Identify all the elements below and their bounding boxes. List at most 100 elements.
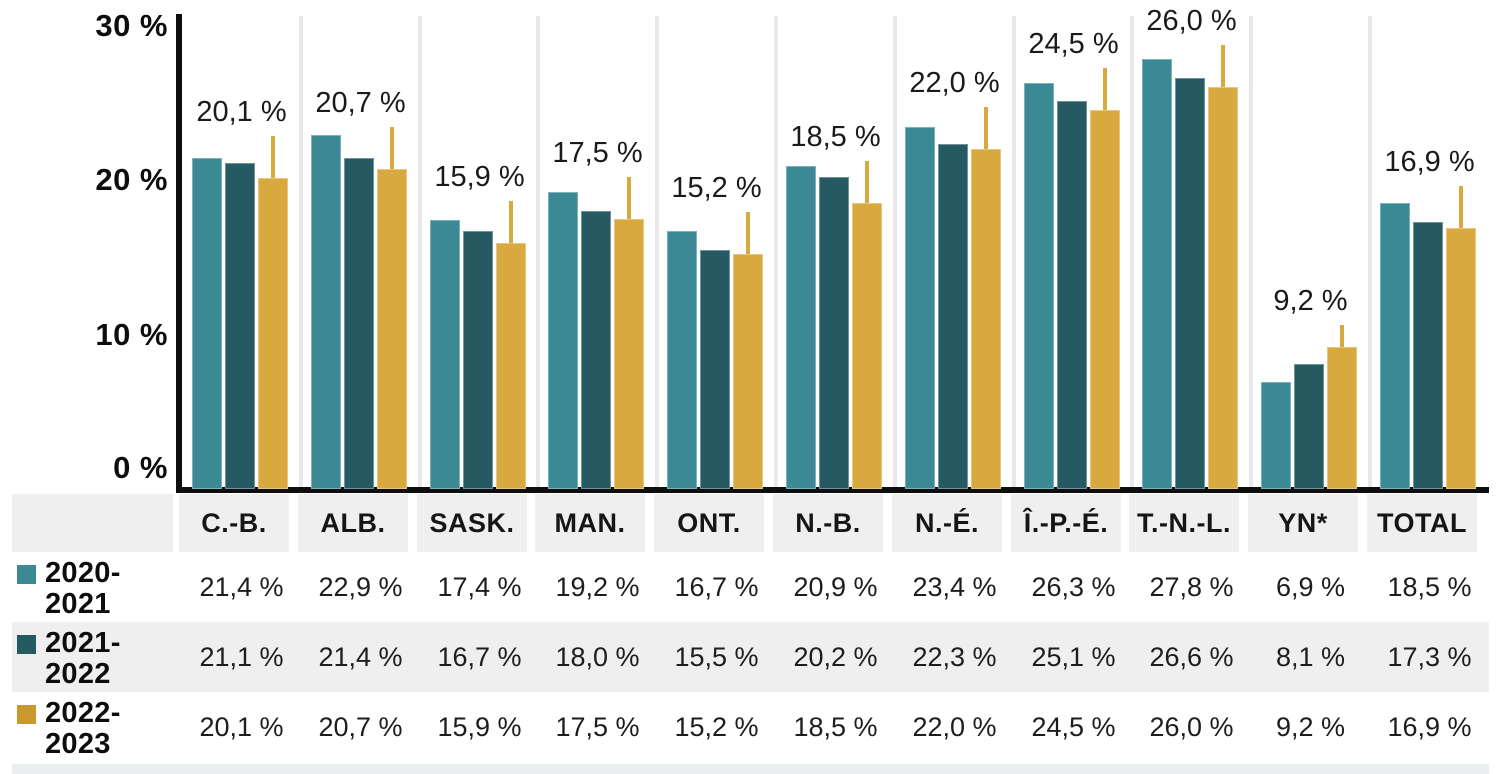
row-label-2022-2023: 2022- 2023 <box>45 698 121 760</box>
y-axis-tick-10: 10 % <box>95 316 168 352</box>
y-axis-tick-0: 0 % <box>113 450 168 485</box>
bar-2020-2021-ONT. <box>667 231 697 489</box>
bar-2020-2021-TOTAL <box>1380 203 1410 489</box>
cell-2021-2022-N.-É.: 22,3 % <box>912 642 997 672</box>
bar-2021-2022-YN* <box>1294 364 1324 489</box>
bar-2020-2021-SASK. <box>430 220 460 489</box>
label-leader-line <box>1340 325 1344 347</box>
cell-2020-2021-SASK.: 17,4 % <box>437 572 522 602</box>
bar-2022-2023-MAN. <box>614 219 644 489</box>
row-label-line: 2023 <box>45 728 111 760</box>
group-separator <box>1249 16 1254 493</box>
bar-2021-2022-C.-B. <box>225 163 255 489</box>
bar-2022-2023-SASK. <box>496 243 526 489</box>
row-label-line: 2022- <box>45 697 121 729</box>
cell-2022-2023-YN*: 9,2 % <box>1275 712 1346 742</box>
table-header-MAN.: MAN. <box>535 494 645 552</box>
cell-2021-2022-MAN.: 18,0 % <box>555 642 640 672</box>
table-header-TOTAL: TOTAL <box>1367 494 1477 552</box>
row-label-line: 2020- <box>45 557 121 589</box>
cell-2022-2023-Î.-P.-É.: 24,5 % <box>1031 712 1116 742</box>
bar-value-label-MAN.: 17,5 % <box>552 137 643 169</box>
cell-2022-2023-ONT.: 15,2 % <box>674 712 759 742</box>
row-label-line: 2021 <box>45 588 111 620</box>
bar-2021-2022-N.-B. <box>819 177 849 489</box>
cell-2022-2023-ALB.: 20,7 % <box>318 712 403 742</box>
table-header-N.-B.: N.-B. <box>773 494 883 552</box>
cell-2022-2023-TOTAL: 16,9 % <box>1387 712 1472 742</box>
table-row-band <box>12 622 1489 692</box>
bar-2021-2022-ALB. <box>344 158 374 489</box>
cell-2021-2022-Î.-P.-É.: 25,1 % <box>1031 642 1116 672</box>
bar-2020-2021-C.-B. <box>192 158 222 489</box>
bar-2021-2022-Î.-P.-É. <box>1057 101 1087 489</box>
table-header-ALB.: ALB. <box>298 494 408 552</box>
label-leader-line <box>271 136 275 178</box>
cell-2021-2022-ONT.: 15,5 % <box>674 642 759 672</box>
cell-2020-2021-C.-B.: 21,4 % <box>199 572 284 602</box>
bar-2021-2022-MAN. <box>581 211 611 489</box>
legend-swatch-2022-2023 <box>17 705 36 724</box>
bar-2022-2023-N.-É. <box>971 149 1001 489</box>
bar-2022-2023-T.-N.-L. <box>1208 87 1238 489</box>
bar-2022-2023-Î.-P.-É. <box>1090 110 1120 489</box>
bar-value-label-TOTAL: 16,9 % <box>1384 146 1475 178</box>
legend-swatch-2020-2021 <box>17 565 36 584</box>
cell-2020-2021-TOTAL: 18,5 % <box>1387 572 1472 602</box>
cell-2020-2021-T.-N.-L.: 27,8 % <box>1149 572 1234 602</box>
cell-2022-2023-SASK.: 15,9 % <box>437 712 522 742</box>
row-label-line: 2021- <box>45 627 121 659</box>
table-header-ONT.: ONT. <box>654 494 764 552</box>
group-separator <box>892 16 897 493</box>
cell-2020-2021-N.-É.: 23,4 % <box>912 572 997 602</box>
bar-value-label-N.-B.: 18,5 % <box>790 121 881 153</box>
y-axis-tick-30: 30 % <box>95 7 168 43</box>
table-header-Î.-P.-É.: Î.-P.-É. <box>1011 494 1121 552</box>
bar-2022-2023-ALB. <box>377 169 407 489</box>
label-leader-line <box>1103 68 1107 110</box>
bar-2020-2021-N.-B. <box>786 166 816 489</box>
label-leader-line <box>746 212 750 254</box>
bar-2022-2023-ONT. <box>733 254 763 489</box>
bar-2021-2022-TOTAL <box>1413 222 1443 489</box>
bar-value-label-Î.-P.-É.: 24,5 % <box>1028 28 1119 60</box>
table-header-empty-cell <box>12 494 173 552</box>
cell-2021-2022-TOTAL: 17,3 % <box>1387 642 1472 672</box>
y-axis-line <box>176 14 182 493</box>
table-header-T.-N.-L.: T.-N.-L. <box>1129 494 1239 552</box>
bar-value-label-N.-É.: 22,0 % <box>909 67 1000 99</box>
table-header-C.-B.: C.-B. <box>179 494 289 552</box>
group-separator <box>536 16 541 493</box>
bar-2022-2023-N.-B. <box>852 203 882 489</box>
cell-2021-2022-N.-B.: 20,2 % <box>793 642 878 672</box>
bar-2021-2022-T.-N.-L. <box>1175 78 1205 489</box>
group-separator <box>1368 16 1372 493</box>
bar-value-label-C.-B.: 20,1 % <box>196 96 287 128</box>
bar-2021-2022-SASK. <box>463 231 493 489</box>
cell-2022-2023-N.-É.: 22,0 % <box>912 712 997 742</box>
bar-2020-2021-MAN. <box>548 192 578 489</box>
label-leader-line <box>627 177 631 219</box>
bar-2021-2022-N.-É. <box>938 144 968 489</box>
cell-2022-2023-N.-B.: 18,5 % <box>793 712 878 742</box>
group-separator <box>1011 16 1016 493</box>
group-separator <box>774 16 778 493</box>
cell-2021-2022-SASK.: 16,7 % <box>437 642 522 672</box>
legend-swatch-2021-2022 <box>17 635 36 654</box>
cell-2020-2021-ALB.: 22,9 % <box>318 572 403 602</box>
cell-2021-2022-YN*: 8,1 % <box>1275 642 1346 672</box>
cell-2020-2021-Î.-P.-É.: 26,3 % <box>1031 572 1116 602</box>
group-separator <box>298 16 303 493</box>
label-leader-line <box>1459 186 1463 228</box>
bar-2022-2023-YN* <box>1327 347 1357 489</box>
cell-2020-2021-YN*: 6,9 % <box>1275 572 1346 602</box>
cell-2021-2022-ALB.: 21,4 % <box>318 642 403 672</box>
label-leader-line <box>984 107 988 149</box>
table-header-N.-É.: N.-É. <box>892 494 1002 552</box>
bar-2022-2023-C.-B. <box>258 178 288 489</box>
cell-2022-2023-C.-B.: 20,1 % <box>199 712 284 742</box>
group-separator <box>655 16 660 493</box>
cell-2022-2023-MAN.: 17,5 % <box>555 712 640 742</box>
cell-2021-2022-T.-N.-L.: 26,6 % <box>1149 642 1234 672</box>
bar-value-label-ONT.: 15,2 % <box>671 172 762 204</box>
